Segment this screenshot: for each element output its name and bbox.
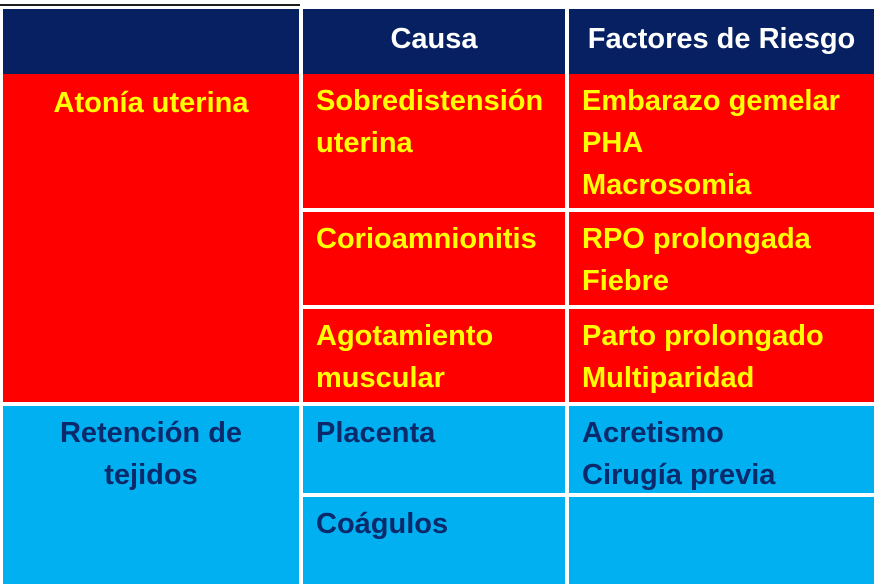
risk-cell-empty: [569, 497, 874, 584]
category-label: tejidos: [104, 459, 198, 491]
cause-cell: Placenta: [303, 406, 565, 493]
cause-line: Coágulos: [316, 508, 449, 540]
category-cell-atonia: Atonía uterina: [3, 74, 299, 402]
cause-line: muscular: [316, 362, 445, 394]
risk-line: Macrosomia: [582, 169, 752, 201]
cause-line: Corioamnionitis: [316, 223, 537, 255]
risk-line: Embarazo gemelar: [582, 85, 840, 117]
risk-cell: RPO prolongada Fiebre: [569, 212, 874, 305]
cause-line: Agotamiento: [316, 320, 494, 352]
cause-cell: Agotamiento muscular: [303, 309, 565, 402]
risk-line: Fiebre: [582, 265, 670, 297]
cause-line: Placenta: [316, 417, 436, 449]
risk-cell: Parto prolongado Multiparidad: [569, 309, 874, 402]
header-risk-factors-label: Factores de Riesgo: [587, 23, 856, 55]
risk-line: Parto prolongado: [582, 320, 824, 352]
cause-cell: Corioamnionitis: [303, 212, 565, 305]
top-rule: [0, 4, 300, 6]
risk-line: Multiparidad: [582, 362, 755, 394]
risk-cell: Embarazo gemelar PHA Macrosomia: [569, 74, 874, 208]
risk-cell: Acretismo Cirugía previa: [569, 406, 874, 493]
header-cause: Causa: [303, 9, 565, 74]
header-cause-label: Causa: [390, 23, 478, 55]
category-label: Atonía uterina: [53, 87, 249, 119]
risk-line: Acretismo: [582, 417, 724, 449]
category-label: Retención de: [59, 417, 243, 449]
header-empty-cell: [3, 9, 299, 74]
header-risk-factors: Factores de Riesgo: [569, 9, 874, 74]
cause-cell: Coágulos: [303, 497, 565, 584]
category-cell-retencion: Retención de tejidos: [3, 406, 299, 584]
risk-line: PHA: [582, 127, 644, 159]
cause-line: Sobredistensión: [316, 85, 544, 117]
cause-cell: Sobredistensión uterina: [303, 74, 565, 208]
risk-factors-table: Causa Factores de Riesgo Atonía uterina …: [3, 9, 874, 584]
cause-line: uterina: [316, 127, 413, 159]
risk-line: Cirugía previa: [582, 459, 776, 491]
risk-line: RPO prolongada: [582, 223, 811, 255]
